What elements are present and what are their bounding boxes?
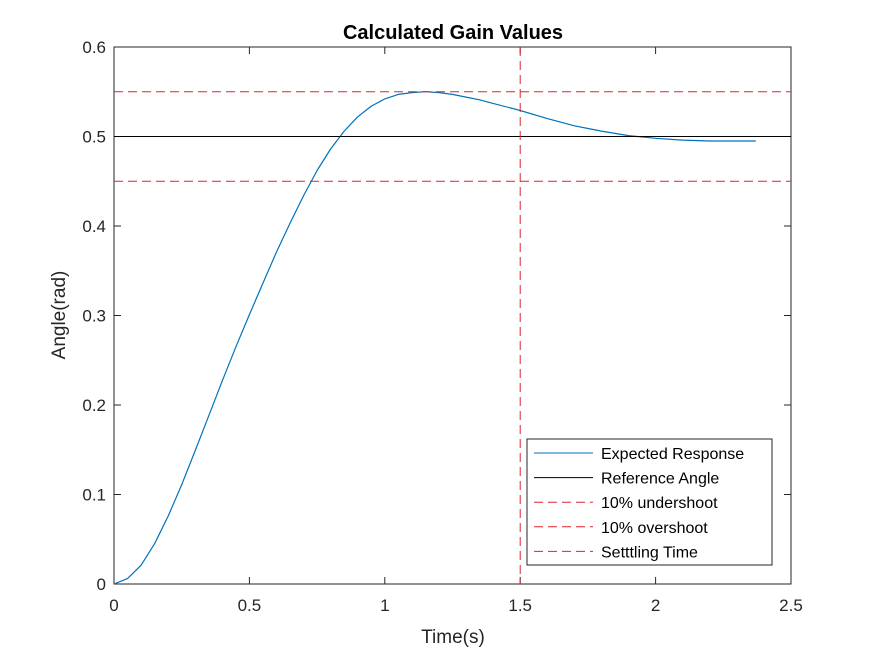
- y-tick-label: 0: [97, 575, 106, 594]
- x-tick-label: 1.5: [508, 596, 532, 615]
- series-group: [114, 47, 791, 584]
- y-axis-label: Angle(rad): [49, 271, 70, 360]
- y-tick-label: 0.4: [82, 217, 106, 236]
- legend-label: 10% overshoot: [601, 520, 708, 537]
- y-tick-label: 0.3: [82, 307, 106, 326]
- legend-label: Reference Angle: [601, 471, 719, 488]
- legend-label: 10% undershoot: [601, 495, 718, 512]
- y-tick-label: 0.2: [82, 396, 106, 415]
- y-tick-label: 0.1: [82, 486, 106, 505]
- chart-title: Calculated Gain Values: [343, 22, 563, 44]
- x-tick-label: 0.5: [238, 596, 262, 615]
- legend-label: Expected Response: [601, 446, 744, 463]
- series-line-expected-response: [114, 91, 756, 584]
- x-axis-label: Time(s): [421, 627, 485, 648]
- x-tick-label: 1: [380, 596, 389, 615]
- y-tick-label: 0.6: [82, 38, 106, 57]
- x-tick-label: 0: [109, 596, 118, 615]
- legend-label: Setttling Time: [601, 544, 698, 561]
- plot-area: 0 0.5 1 1.5 2 2.5 0 0.1 0.2 0.3 0.4 0.5 0.6: [82, 38, 802, 615]
- x-tick-label: 2.5: [779, 596, 803, 615]
- y-tick-label: 0.5: [82, 128, 106, 147]
- x-tick-label: 2: [651, 596, 660, 615]
- legend: Expected Response Reference Angle 10% unde…: [526, 438, 773, 566]
